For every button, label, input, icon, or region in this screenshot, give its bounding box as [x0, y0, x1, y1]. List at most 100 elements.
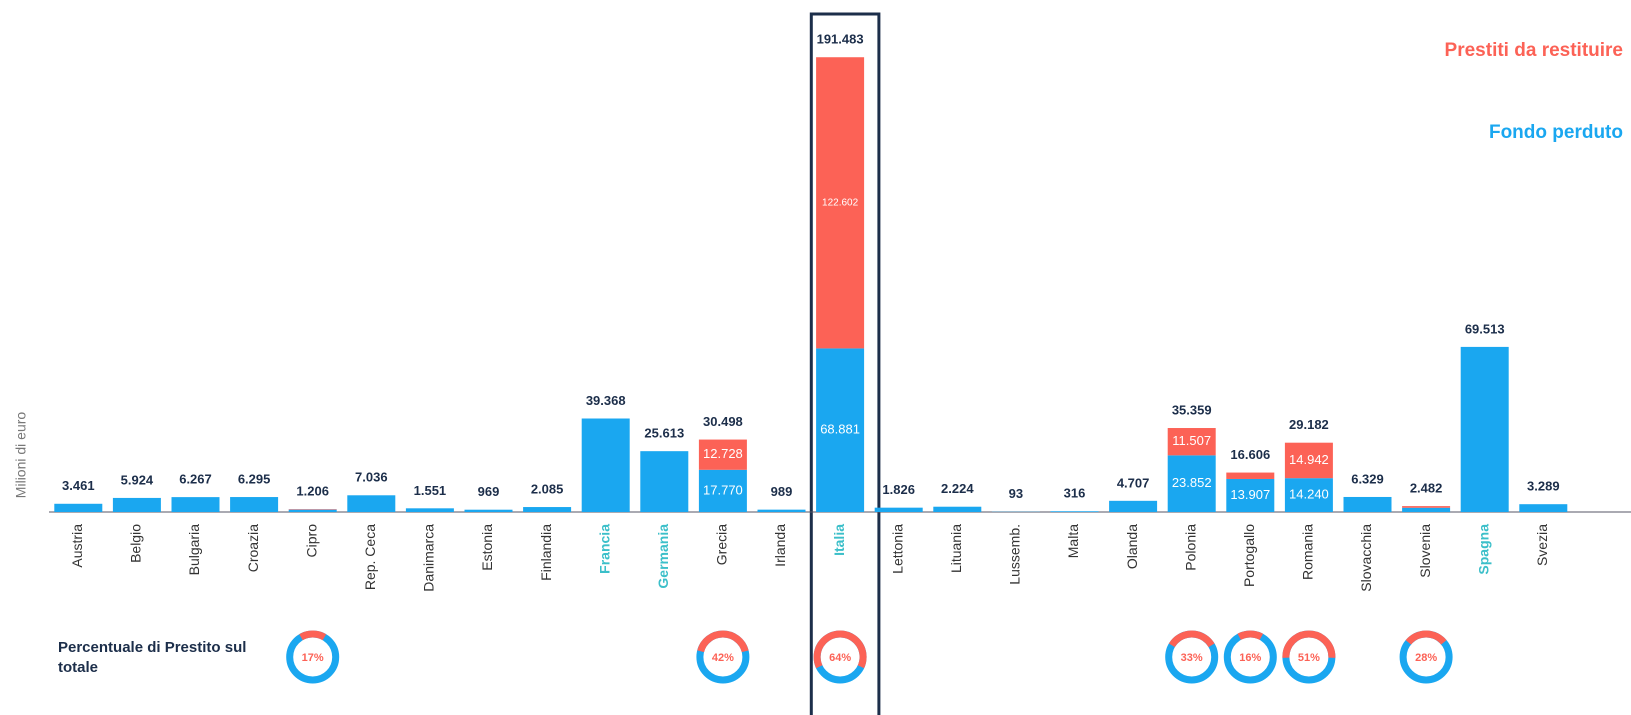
bar-segment — [288, 509, 337, 512]
bar-segment — [698, 439, 747, 470]
bar-segment — [1167, 455, 1216, 512]
total-label: 7.036 — [355, 470, 388, 485]
total-label: 1.826 — [882, 482, 915, 497]
total-label: 1.206 — [296, 484, 329, 499]
total-label: 39.368 — [586, 393, 626, 408]
segment-label: 14.942 — [1289, 452, 1329, 467]
bar-segment — [171, 497, 220, 512]
donut-arc — [1168, 630, 1215, 648]
donut-arc — [697, 630, 749, 653]
donut-title: Percentuale di Prestito sul totale — [58, 639, 247, 676]
total-label: 2.085 — [531, 481, 564, 496]
x-tick-label: Lituania — [948, 524, 964, 573]
bar-segment — [54, 503, 103, 512]
donut-label: 16% — [1239, 652, 1261, 664]
x-tick-label: Spagna — [1475, 524, 1491, 575]
total-label: 2.482 — [1410, 481, 1443, 496]
total-label: 2.224 — [941, 481, 974, 496]
bar-segment — [1226, 472, 1275, 479]
segment-label: 17.770 — [703, 482, 743, 497]
bar-segment — [1284, 442, 1333, 479]
x-tick-label: Estonia — [479, 524, 495, 571]
x-tick-label: Croazia — [245, 524, 261, 572]
total-label: 5.924 — [121, 472, 154, 487]
donut-arc — [1237, 630, 1264, 641]
donut-label: 33% — [1181, 652, 1203, 664]
bar-segment — [112, 497, 161, 512]
x-tick-label: Grecia — [714, 524, 730, 565]
total-label: 6.329 — [1351, 471, 1384, 486]
total-label: 6.267 — [179, 472, 212, 487]
highlight-frame — [809, 12, 881, 715]
x-tick-label: Lettonia — [889, 524, 905, 574]
x-tick-label: Cipro — [303, 524, 319, 558]
total-label: 191.483 — [817, 32, 864, 47]
donut-label: 51% — [1298, 652, 1320, 664]
donut-label: 42% — [712, 652, 734, 664]
y-axis-label: Milioni di euro — [13, 412, 29, 499]
x-tick-label: Malta — [1065, 524, 1081, 558]
total-label: 30.498 — [703, 414, 743, 429]
bar-segment — [523, 507, 572, 512]
segment-label: 14.240 — [1289, 487, 1329, 502]
total-label: 29.182 — [1289, 417, 1329, 432]
bar-segment — [1226, 478, 1275, 512]
total-label: 35.359 — [1172, 402, 1212, 417]
x-tick-label: Portogallo — [1241, 524, 1257, 587]
x-tick-label: Danimarca — [421, 524, 437, 592]
bar-segment — [1343, 496, 1392, 512]
bar-segment — [464, 509, 513, 512]
bar-segment — [1284, 478, 1333, 512]
x-tick-label: Romania — [1300, 524, 1316, 580]
bar-segment — [1402, 506, 1451, 508]
segment-label: 68.881 — [820, 422, 860, 437]
segment-label: 122.602 — [822, 197, 859, 208]
bar-segment — [1402, 507, 1451, 512]
x-tick-label: Irlanda — [772, 524, 788, 567]
donut-label: 64% — [829, 652, 851, 664]
x-tick-label: Germania — [655, 524, 671, 589]
x-tick-label: Slovacchia — [1358, 524, 1374, 592]
bar-segment — [1050, 511, 1099, 512]
total-label: 3.461 — [62, 478, 95, 493]
bar-segment — [1460, 346, 1509, 512]
total-label: 6.295 — [238, 471, 271, 486]
bar-segment — [347, 495, 396, 512]
total-label: 969 — [478, 484, 500, 499]
donut-arc — [1405, 630, 1447, 645]
x-tick-label: Bulgaria — [186, 524, 202, 576]
x-tick-label: Finlandia — [538, 524, 554, 581]
donut-label: 17% — [302, 652, 324, 664]
total-label: 16.606 — [1230, 447, 1270, 462]
segment-label: 12.728 — [703, 446, 743, 461]
x-tick-label: Lussemb. — [1007, 524, 1023, 585]
bar-segment — [1167, 428, 1216, 456]
x-tick-label: Slovenia — [1417, 524, 1433, 578]
bar-segment — [816, 348, 865, 512]
bar-segment — [230, 497, 279, 512]
bar-segment — [581, 418, 630, 512]
x-tick-label: Rep. Ceca — [362, 524, 378, 590]
total-label: 989 — [771, 484, 793, 499]
donut-arc — [813, 630, 867, 669]
bar-segment — [405, 508, 454, 512]
segment-label: 11.507 — [1172, 433, 1211, 448]
legend-entry: Prestiti da restituire — [1444, 40, 1623, 61]
donut-arc — [299, 630, 327, 641]
donut-label: 28% — [1415, 652, 1437, 664]
bar-segment — [816, 57, 865, 349]
bar-segment — [933, 506, 982, 512]
x-tick-label: Polonia — [1182, 524, 1198, 571]
x-tick-label: Svezia — [1534, 524, 1550, 566]
legend-entry: Fondo perduto — [1488, 122, 1623, 143]
bar-segment — [1519, 504, 1568, 512]
bar-segment — [874, 507, 923, 512]
total-label: 3.289 — [1527, 479, 1560, 494]
segment-label: 13.907 — [1230, 487, 1270, 502]
total-label: 69.513 — [1465, 321, 1505, 336]
bar-segment — [698, 469, 747, 512]
x-tick-label: Francia — [596, 524, 612, 574]
total-label: 93 — [1009, 486, 1023, 501]
x-tick-label: Olanda — [1124, 524, 1140, 569]
bar-segment — [640, 451, 689, 512]
